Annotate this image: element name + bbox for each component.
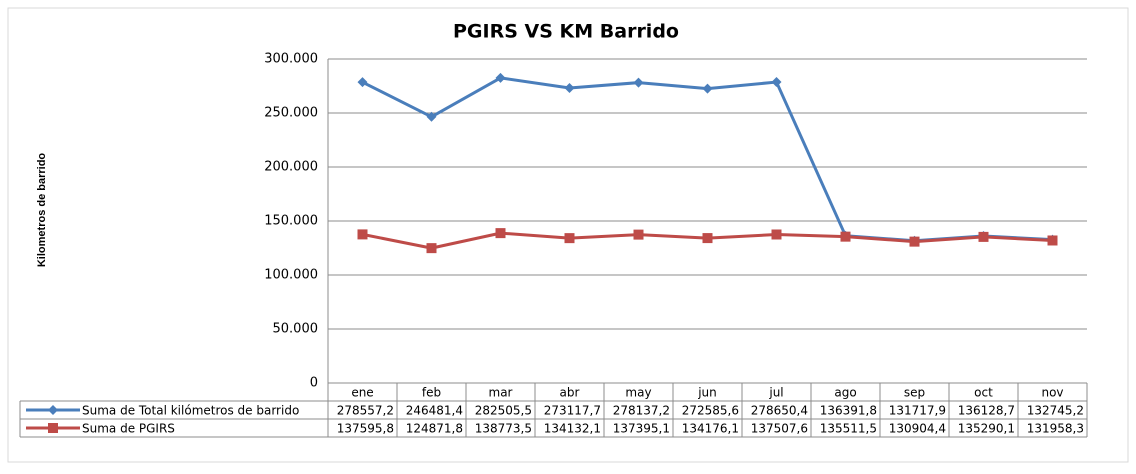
point [357, 229, 368, 240]
point [357, 77, 368, 88]
point [495, 228, 506, 239]
y-tick-label: 150.000 [264, 214, 318, 229]
point [909, 236, 920, 247]
table-value: 278557,2 [337, 404, 394, 418]
table-value: 138773,5 [475, 422, 532, 436]
legend-marker [48, 405, 58, 415]
legend-label: Suma de PGIRS [82, 422, 175, 436]
table-value: 136128,7 [958, 404, 1015, 418]
table-value: 137595,8 [337, 422, 394, 436]
table-value: 132745,2 [1027, 404, 1084, 418]
x-tick-label: feb [422, 386, 441, 400]
table-value: 282505,5 [475, 404, 532, 418]
point [771, 77, 782, 88]
chart-title: PGIRS VS KM Barrido [453, 21, 679, 43]
point [495, 72, 506, 83]
x-tick-label: jul [768, 386, 783, 400]
table-value: 124871,8 [406, 422, 463, 436]
point [840, 231, 851, 242]
table-value: 134176,1 [682, 422, 739, 436]
y-tick-label: 250.000 [264, 106, 318, 121]
table-value: 246481,4 [406, 404, 463, 418]
table-value: 131717,9 [889, 404, 946, 418]
x-tick-label: oct [974, 386, 993, 400]
x-tick-label: nov [1041, 386, 1063, 400]
x-tick-label: mar [489, 386, 513, 400]
point [633, 229, 644, 240]
legend-label: Suma de Total kilómetros de barrido [82, 404, 299, 418]
y-tick-label: 50.000 [273, 322, 319, 337]
y-tick-label: 200.000 [264, 160, 318, 175]
x-tick-label: sep [904, 386, 925, 400]
y-tick-label: 300.000 [264, 52, 318, 67]
table-value: 137507,6 [751, 422, 808, 436]
y-axis-label: Kilometros de barrido [36, 153, 48, 268]
point [702, 233, 713, 244]
table-value: 278650,4 [751, 404, 808, 418]
table-value: 273117,7 [544, 404, 601, 418]
table-value: 278137,2 [613, 404, 670, 418]
point [1047, 235, 1058, 246]
legend-marker [48, 423, 58, 433]
y-tick-label: 0 [310, 376, 318, 391]
point [633, 77, 644, 88]
table-value: 134132,1 [544, 422, 601, 436]
table-value: 130904,4 [889, 422, 946, 436]
point [771, 229, 782, 240]
point [426, 243, 437, 254]
table-value: 137395,1 [613, 422, 670, 436]
table-value: 272585,6 [682, 404, 739, 418]
table-value: 135511,5 [820, 422, 877, 436]
point [702, 83, 713, 94]
x-tick-label: ene [351, 386, 373, 400]
point [564, 83, 575, 94]
y-tick-label: 100.000 [264, 268, 318, 283]
point [564, 233, 575, 244]
x-tick-label: may [625, 386, 651, 400]
x-tick-label: abr [560, 386, 580, 400]
x-tick-label: ago [834, 386, 856, 400]
table-value: 135290,1 [958, 422, 1015, 436]
table-value: 136391,8 [820, 404, 877, 418]
point [978, 231, 989, 242]
table-value: 131958,3 [1027, 422, 1084, 436]
point [426, 111, 437, 122]
x-tick-label: jun [697, 386, 717, 400]
